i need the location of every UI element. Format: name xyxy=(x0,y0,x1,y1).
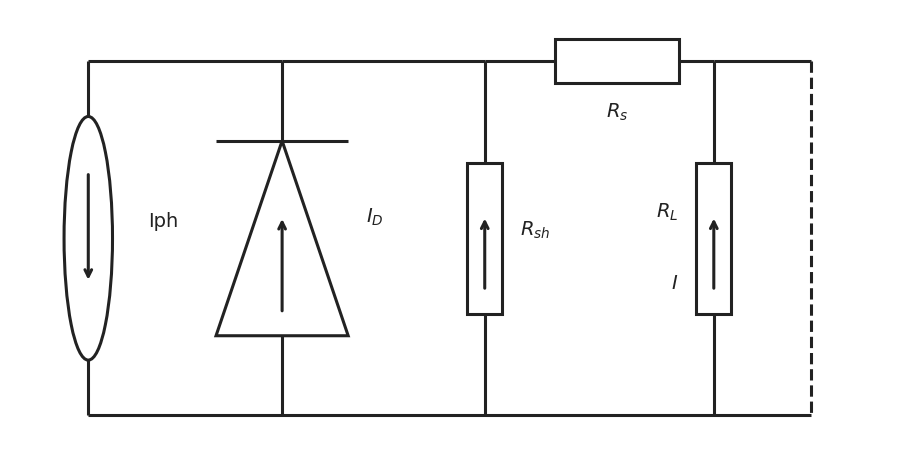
Text: $R_s$: $R_s$ xyxy=(606,102,628,123)
Text: Iph: Iph xyxy=(147,212,178,230)
Text: $I_D$: $I_D$ xyxy=(366,206,383,227)
Bar xyxy=(556,40,679,84)
Text: $R_{sh}$: $R_{sh}$ xyxy=(520,219,550,240)
Bar xyxy=(467,164,503,314)
Ellipse shape xyxy=(64,117,112,360)
Text: $R_L$: $R_L$ xyxy=(656,202,679,223)
Polygon shape xyxy=(216,142,348,336)
Text: $I$: $I$ xyxy=(672,273,679,292)
Bar xyxy=(696,164,732,314)
